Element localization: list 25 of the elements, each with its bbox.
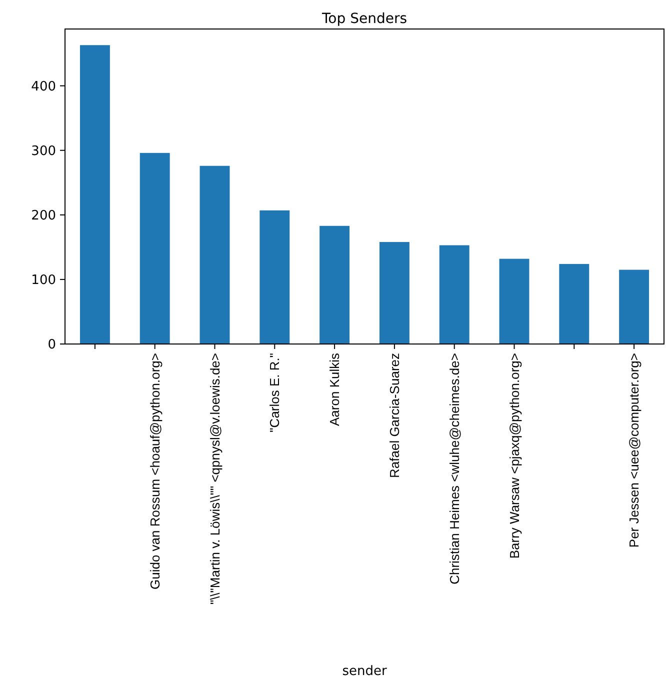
bar bbox=[619, 270, 650, 344]
y-tick-label: 100 bbox=[31, 273, 56, 288]
y-tick-label: 300 bbox=[31, 144, 56, 159]
y-tick-label: 400 bbox=[31, 79, 56, 94]
bar bbox=[320, 226, 350, 344]
x-axis-title: sender bbox=[342, 664, 388, 679]
chart-title: Top Senders bbox=[321, 11, 407, 27]
bar bbox=[140, 152, 170, 344]
x-tick-label: Per Jessen <uee@computer.org> bbox=[626, 353, 642, 548]
y-tick-label: 200 bbox=[31, 208, 56, 224]
x-tick-label: Barry Warsaw <pjaxq@python.org> bbox=[506, 353, 522, 559]
y-tick-label: 0 bbox=[48, 338, 56, 353]
bar bbox=[559, 264, 590, 344]
bar bbox=[439, 245, 470, 344]
x-tick-label: Christian Heimes <wluhe@cheimes.de> bbox=[446, 353, 462, 584]
bar bbox=[379, 242, 410, 344]
x-tick-label: Rafael Garcia-Suarez bbox=[387, 353, 402, 478]
x-tick-label: "Carlos E. R." bbox=[267, 352, 282, 432]
x-tick-label: Aaron Kulkis bbox=[327, 352, 342, 426]
bar bbox=[200, 166, 230, 344]
x-tick-label: Guido van Rossum <hoauf@python.org> bbox=[147, 353, 162, 590]
x-tick-label: "\\"Martin v. Löwis\\"" <qpnysl@v.loewis.de> bbox=[207, 353, 222, 605]
bar bbox=[80, 45, 110, 344]
bar bbox=[499, 258, 530, 344]
bar bbox=[260, 210, 290, 344]
